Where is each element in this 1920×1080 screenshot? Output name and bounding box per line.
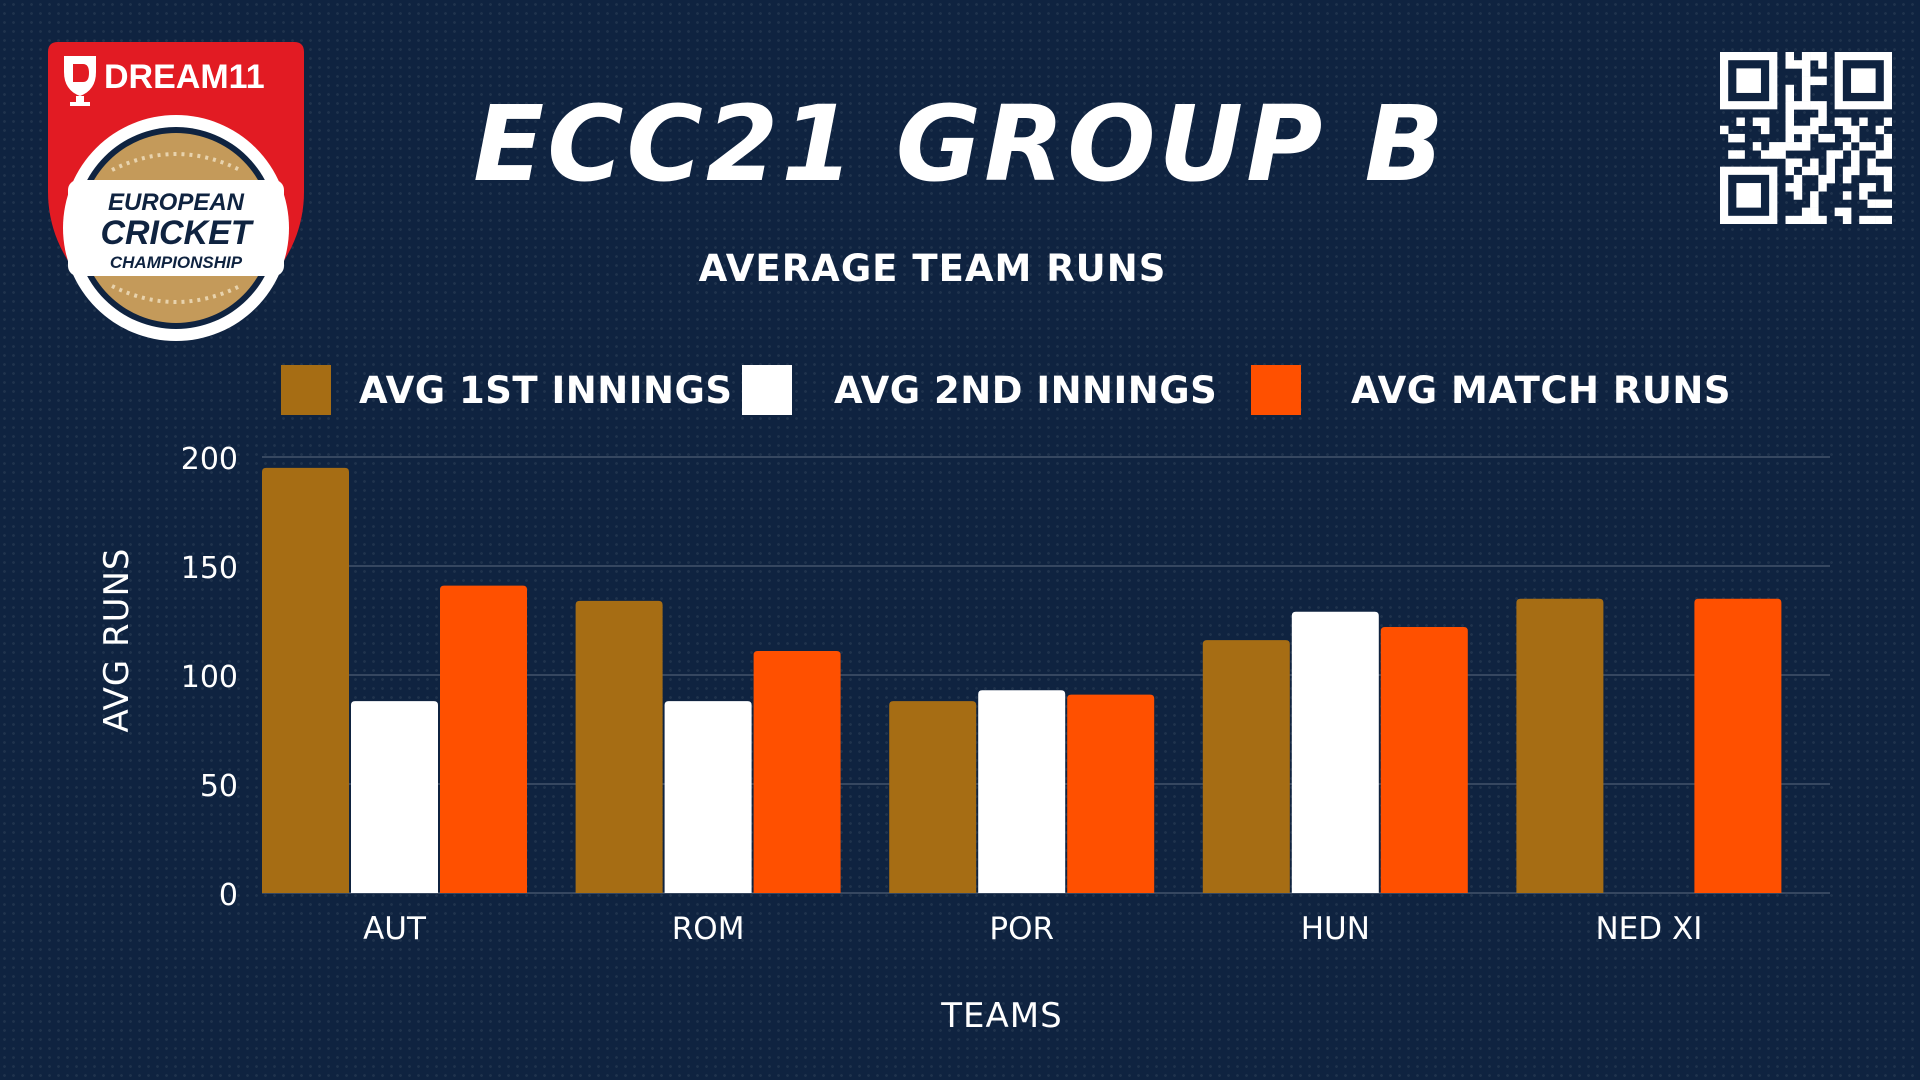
bar — [575, 600, 663, 893]
logo-line-european: EUROPEAN — [108, 189, 245, 216]
legend-label-1st-innings: AVG 1ST INNINGS — [359, 368, 733, 412]
bar — [351, 701, 438, 893]
chart-legend: AVG 1ST INNINGS AVG 2ND INNINGS AVG MATC… — [0, 364, 1920, 416]
legend-swatch-match-runs — [1251, 365, 1301, 415]
y-tick-label: 200 — [181, 442, 238, 477]
logo-text-band — [68, 180, 284, 276]
bar — [1694, 598, 1782, 893]
y-axis-label: AVG RUNS — [97, 547, 137, 733]
y-axis-ticks: 0 50 100 150 200 — [181, 442, 238, 913]
page-title: ECC21 GROUP B — [473, 83, 1447, 205]
x-tick-label: NED XI — [1595, 911, 1702, 947]
bar — [1202, 640, 1290, 893]
chart-bars — [262, 467, 1782, 893]
legend-swatch-1st-innings — [281, 365, 331, 415]
bar — [1291, 611, 1379, 893]
bar — [440, 585, 527, 893]
x-axis-ticks: AUT ROM POR HUN NED XI — [363, 911, 1702, 947]
logo-brand-text: DREAM11 — [104, 58, 265, 96]
legend-label-2nd-innings: AVG 2ND INNINGS — [834, 368, 1218, 412]
logo-line-cricket: CRICKET — [100, 214, 254, 252]
y-tick-label: 50 — [200, 769, 238, 804]
legend-label-match-runs: AVG MATCH RUNS — [1351, 368, 1731, 412]
qr-code-icon — [1720, 52, 1892, 224]
bar — [978, 690, 1066, 893]
x-tick-label: POR — [989, 911, 1054, 947]
x-tick-label: ROM — [672, 911, 745, 947]
y-tick-label: 0 — [219, 878, 238, 913]
legend-item-2nd-innings: AVG 2ND INNINGS — [742, 364, 1217, 416]
bar — [1380, 627, 1468, 893]
bar — [889, 701, 977, 893]
logo-line-championship: CHAMPIONSHIP — [110, 253, 243, 272]
bar — [1067, 694, 1155, 893]
bar — [753, 651, 841, 893]
x-tick-label: AUT — [363, 911, 427, 947]
legend-swatch-2nd-innings — [742, 365, 792, 415]
x-tick-label: HUN — [1301, 911, 1370, 947]
legend-item-match-runs: AVG MATCH RUNS — [1251, 364, 1731, 416]
bar — [664, 701, 752, 893]
chart-subtitle: AVERAGE TEAM RUNS — [698, 247, 1167, 290]
dream11-ecc-logo: DREAM11 EUROPEAN CRICKET CHAMPIONSHIP — [48, 42, 304, 341]
dream11-mark-icon — [64, 56, 96, 106]
bar — [1516, 598, 1604, 893]
bar — [262, 467, 349, 893]
x-axis-label: TEAMS — [941, 996, 1063, 1036]
y-tick-label: 100 — [181, 660, 238, 695]
y-tick-label: 150 — [181, 551, 238, 586]
legend-item-1st-innings: AVG 1ST INNINGS — [281, 364, 732, 416]
